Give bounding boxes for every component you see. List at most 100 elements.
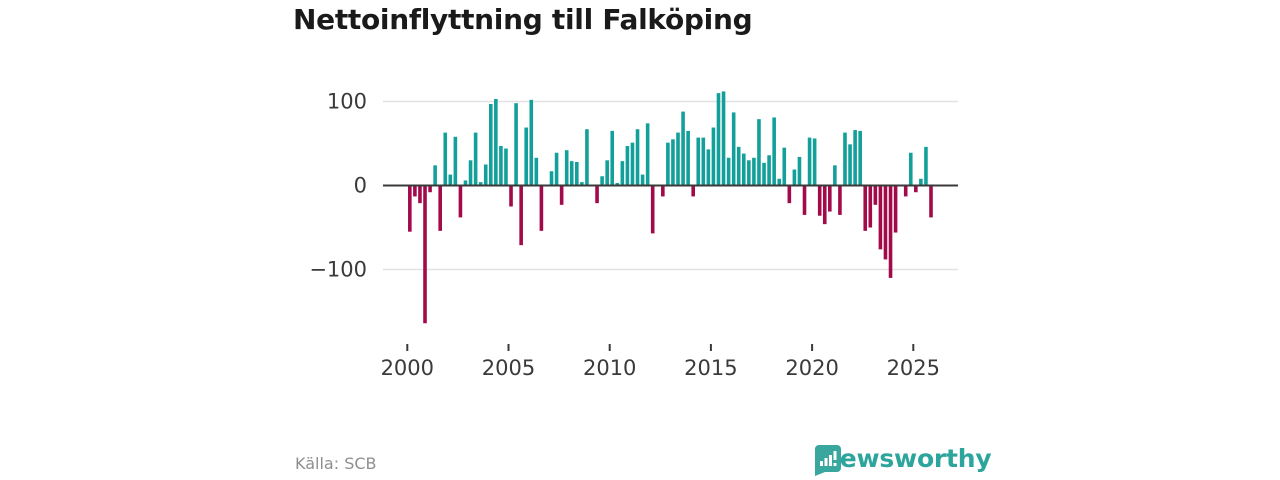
quarter-bar xyxy=(595,185,599,204)
quarter-bar xyxy=(752,157,756,186)
quarter-bar xyxy=(559,185,564,205)
quarter-bar xyxy=(924,146,928,186)
quarter-bar xyxy=(676,132,680,186)
quarter-bar xyxy=(701,137,706,186)
quarter-bar xyxy=(757,119,761,186)
quarter-bar xyxy=(438,185,442,231)
quarter-bar xyxy=(858,130,862,186)
quarter-bar xyxy=(777,178,782,186)
y-axis-tick-label: 100 xyxy=(327,90,367,114)
quarter-bar xyxy=(696,137,701,186)
x-axis-tick-label: 2000 xyxy=(381,356,434,380)
quarter-bar xyxy=(873,185,878,205)
quarter-bar xyxy=(645,123,650,186)
quarter-bar xyxy=(539,185,544,231)
quarter-bar xyxy=(863,185,868,231)
quarter-bar xyxy=(802,185,807,215)
quarter-bar xyxy=(635,129,640,186)
quarter-bar xyxy=(772,117,776,186)
quarter-bar xyxy=(428,185,432,193)
quarter-bar xyxy=(418,185,422,204)
quarter-bar xyxy=(605,160,609,186)
quarter-bar xyxy=(833,165,837,186)
quarter-bar xyxy=(792,169,797,186)
brand-name: Newsworthy xyxy=(819,444,992,473)
quarter-bar xyxy=(726,157,731,186)
quarter-bar xyxy=(443,132,448,186)
quarter-bar xyxy=(453,136,458,186)
quarter-bar xyxy=(473,132,478,186)
quarter-bar xyxy=(919,178,923,186)
quarter-bar xyxy=(408,185,412,232)
quarter-bar xyxy=(929,185,933,218)
quarter-bar xyxy=(509,185,513,207)
quarter-bar xyxy=(878,185,883,250)
quarter-bar xyxy=(914,185,918,193)
quarter-bar xyxy=(883,185,888,260)
quarter-bar xyxy=(529,99,534,186)
quarter-bar xyxy=(731,112,736,186)
quarter-bar xyxy=(711,127,716,186)
brand-logo: Newsworthy xyxy=(812,444,992,476)
quarter-bar xyxy=(585,129,589,186)
quarter-bar xyxy=(721,91,726,186)
y-axis-tick-label: 0 xyxy=(354,174,367,198)
quarter-bar xyxy=(838,185,842,215)
quarter-bar xyxy=(413,185,417,197)
quarter-bar xyxy=(519,185,523,246)
quarter-bar xyxy=(747,160,751,186)
quarter-bar xyxy=(549,171,554,186)
quarter-bar xyxy=(478,182,483,186)
quarter-bar xyxy=(640,174,645,186)
x-axis-tick-label: 2020 xyxy=(785,356,838,380)
quarter-bar xyxy=(908,152,913,186)
quarter-bar xyxy=(822,185,827,225)
quarter-bar xyxy=(650,185,655,234)
quarter-bar xyxy=(671,139,675,186)
quarter-bar xyxy=(767,155,771,186)
y-axis-tick-label: −100 xyxy=(309,258,367,282)
quarter-bar xyxy=(807,137,812,186)
quarter-bar xyxy=(483,164,488,186)
quarter-bar xyxy=(686,130,690,186)
page-title: Nettoinflyttning till Falköping xyxy=(293,3,753,36)
quarter-bar xyxy=(569,161,574,186)
quarter-bar xyxy=(534,157,539,186)
quarter-bar xyxy=(433,165,437,186)
x-axis-tick-label: 2005 xyxy=(482,356,535,380)
quarter-bar xyxy=(853,130,857,186)
quarter-bar xyxy=(716,93,721,186)
quarter-bar xyxy=(817,185,822,216)
quarter-bar xyxy=(575,161,579,186)
quarter-bar xyxy=(423,185,427,324)
quarter-bar xyxy=(691,185,695,197)
x-axis-tick-label: 2025 xyxy=(887,356,940,380)
quarter-bar xyxy=(488,104,493,186)
quarter-bar xyxy=(812,138,817,186)
quarter-bar xyxy=(828,185,832,212)
quarter-bar xyxy=(625,146,630,186)
quarter-bar xyxy=(787,185,792,204)
quarter-bar xyxy=(782,147,787,186)
quarter-bar xyxy=(448,174,453,186)
quarter-bar xyxy=(797,156,802,186)
quarter-bar xyxy=(893,185,898,233)
quarter-bar xyxy=(620,161,625,186)
quarter-bar xyxy=(564,150,569,186)
x-axis-tick-label: 2010 xyxy=(583,356,636,380)
quarter-bar xyxy=(524,127,529,186)
quarter-bar xyxy=(868,185,873,228)
quarter-bar xyxy=(736,146,741,186)
quarter-bar xyxy=(843,132,847,186)
quarter-bar xyxy=(468,160,473,186)
source-note: Källa: SCB xyxy=(295,454,377,473)
quarter-bar xyxy=(706,149,711,186)
quarter-bar xyxy=(666,142,670,186)
quarter-bar xyxy=(762,162,766,186)
quarter-bar xyxy=(903,185,908,197)
quarter-bar xyxy=(630,142,635,186)
quarter-bar xyxy=(458,185,463,218)
quarter-bar xyxy=(554,152,559,186)
